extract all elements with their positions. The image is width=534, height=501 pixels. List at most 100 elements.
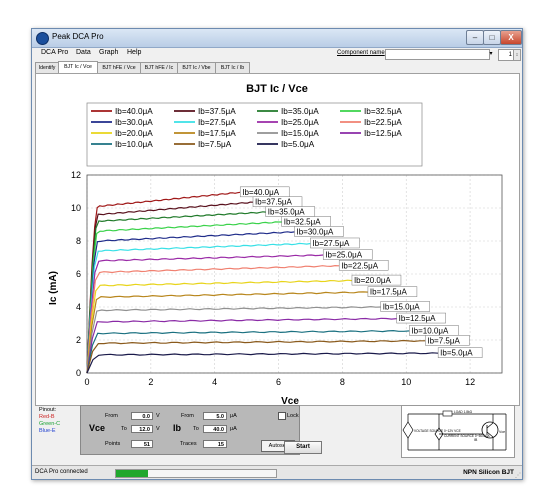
curve-label: Ib=40.0μA xyxy=(242,188,280,197)
spin-arrows-icon[interactable]: ↕ xyxy=(513,49,521,61)
legend-label: Ib=30.0μA xyxy=(115,118,153,127)
vce-from-unit: V xyxy=(156,413,160,419)
curves xyxy=(86,191,439,374)
curve-line xyxy=(86,329,410,374)
curve-label: Ib=25.0μA xyxy=(325,251,363,260)
start-button[interactable]: Start xyxy=(284,441,322,454)
curve-label-box xyxy=(437,347,483,358)
vce-from-label: From xyxy=(105,413,118,419)
legend-label: Ib=35.0μA xyxy=(281,107,319,116)
app-window: Peak DCA Pro – □ X DCA Pro Data Graph He… xyxy=(31,28,523,480)
chart-panel: BJT Ic / Vce Ib=40.0μA Ib=37.5μA Ib=35.0μA… xyxy=(35,73,520,406)
pinout-legend: Pinout: Red-B Green-C Blue-E xyxy=(39,407,60,435)
vce-from-input[interactable]: 0.0 xyxy=(131,412,153,420)
tab-identify[interactable]: Identify xyxy=(35,62,59,73)
curve-label: Ib=17.5μA xyxy=(370,288,408,297)
y-tick-label: 8 xyxy=(76,236,81,246)
tab-bjt-hfe-vce[interactable]: BJT hFE / Vce xyxy=(97,62,141,73)
voltage-source-label: VOLTAGE SOURCE 0~12V VCE xyxy=(414,429,461,433)
close-button[interactable]: X xyxy=(500,30,522,45)
y-tick-label: 6 xyxy=(76,269,81,279)
legend-label: Ib=22.5μA xyxy=(364,118,402,127)
curve-line xyxy=(86,305,381,374)
curve-line xyxy=(86,317,397,374)
x-axis-label: Vce xyxy=(281,396,299,405)
chevron-down-icon[interactable]: ▾ xyxy=(489,51,493,57)
status-bar: DCA Pro connected NPN Silicon BJT ⋰ xyxy=(32,465,522,479)
lock-checkbox[interactable] xyxy=(278,412,286,420)
progress-bar xyxy=(115,469,277,478)
curve-label: Ib=15.0μA xyxy=(383,303,421,312)
controls-area: Pinout: Red-B Green-C Blue-E From 0.0 V … xyxy=(32,405,522,465)
points-label: Points xyxy=(105,441,121,447)
legend: Ib=40.0μA Ib=37.5μA Ib=35.0μA Ib=32.5μA Ib=3… xyxy=(91,107,402,149)
legend-label: Ib=15.0μA xyxy=(281,129,319,138)
curve-line xyxy=(86,339,426,374)
legend-label: Ib=17.5μA xyxy=(198,129,236,138)
x-tick-label: 12 xyxy=(465,377,475,387)
component-name-input[interactable] xyxy=(385,49,490,60)
load-resistor-icon xyxy=(442,410,453,417)
ib-to-input[interactable]: 40.0 xyxy=(203,425,227,433)
pin-emitter: Blue-E xyxy=(39,428,56,434)
ib-label: Ib xyxy=(173,423,181,433)
ib-from-unit: μA xyxy=(230,413,237,419)
component-name-label[interactable]: Component name xyxy=(337,50,385,56)
y-tick-label: 2 xyxy=(76,335,81,345)
tab-bjt-ic-ib[interactable]: BJT Ic / Ib xyxy=(215,62,250,73)
curve-label-box xyxy=(367,286,418,297)
maximize-button[interactable]: □ xyxy=(483,30,501,45)
curve-label-box xyxy=(322,249,373,260)
menu-help[interactable]: Help xyxy=(127,49,142,56)
sweep-settings: From 0.0 V Vce To 12.0 V Points 51 From … xyxy=(80,405,300,455)
lock-label: Lock xyxy=(287,413,299,419)
ic-vce-chart: BJT Ic / Vce Ib=40.0μA Ib=37.5μA Ib=35.0μA… xyxy=(48,83,503,405)
legend-label: Ib=5.0μA xyxy=(281,140,315,149)
tab-bjt-hfe-ic[interactable]: BJT hFE / Ic xyxy=(140,62,178,73)
vce-label: Vce xyxy=(89,423,106,433)
curve-label: Ib=27.5μA xyxy=(312,239,350,248)
menu-bar: DCA Pro Data Graph Help xyxy=(32,48,522,61)
ib-to-unit: μA xyxy=(230,426,237,432)
curve-label: Ib=22.5μA xyxy=(341,261,379,270)
vce-to-input[interactable]: 12.0 xyxy=(131,425,153,433)
curve-line xyxy=(86,352,439,374)
vce-to-unit: V xyxy=(156,426,160,432)
component-number-field[interactable]: 1 xyxy=(498,49,514,61)
progress-fill xyxy=(116,470,148,477)
curve-line xyxy=(86,279,353,374)
legend-box xyxy=(86,102,423,167)
y-axis-label: Ic (mA) xyxy=(48,271,59,305)
curve-label: Ib=35.0μA xyxy=(268,208,306,217)
tab-bjt-ic-vbe[interactable]: BJT Ic / Vbe xyxy=(177,62,216,73)
ib-from-input[interactable]: 5.0 xyxy=(203,412,227,420)
y-tick-label: 12 xyxy=(71,170,81,180)
app-logo-icon xyxy=(36,32,49,45)
legend-label: Ib=40.0μA xyxy=(115,107,153,116)
current-source-label: CURRENT SOURCE 0~5000µA xyxy=(444,434,490,438)
curve-label: Ib=5.0μA xyxy=(440,349,473,358)
pin-collector: Green-C xyxy=(39,421,61,427)
window-title: Peak DCA Pro xyxy=(52,32,104,41)
curve-line xyxy=(86,211,266,374)
tab-bjt-ic-vce[interactable]: BJT Ic / Vce xyxy=(58,61,98,73)
connection-status: DCA Pro connected xyxy=(35,469,88,475)
curve-label: Ib=37.5μA xyxy=(255,198,293,207)
menu-data[interactable]: Data xyxy=(76,49,91,56)
vce-terminal-label: Vce xyxy=(499,430,505,434)
traces-input[interactable]: 15 xyxy=(203,440,227,448)
schematic-drawing: VOLTAGE SOURCE 0~12V VCE CURRENT SOURCE … xyxy=(402,410,507,451)
menu-dca-pro[interactable]: DCA Pro xyxy=(41,49,69,56)
legend-label: Ib=25.0μA xyxy=(281,118,319,127)
curve-line xyxy=(86,264,340,374)
legend-label: Ib=7.5μA xyxy=(198,140,232,149)
menu-graph[interactable]: Graph xyxy=(99,49,119,56)
legend-label: Ib=20.0μA xyxy=(115,129,153,138)
curve-label: Ib=7.5μA xyxy=(427,336,460,345)
curve-line xyxy=(86,191,241,374)
minimize-button[interactable]: – xyxy=(466,30,484,45)
resize-grip-icon[interactable]: ⋰ xyxy=(515,473,521,479)
pinout-title: Pinout: xyxy=(39,407,57,413)
points-input[interactable]: 51 xyxy=(131,440,153,448)
curve-line xyxy=(86,231,295,374)
